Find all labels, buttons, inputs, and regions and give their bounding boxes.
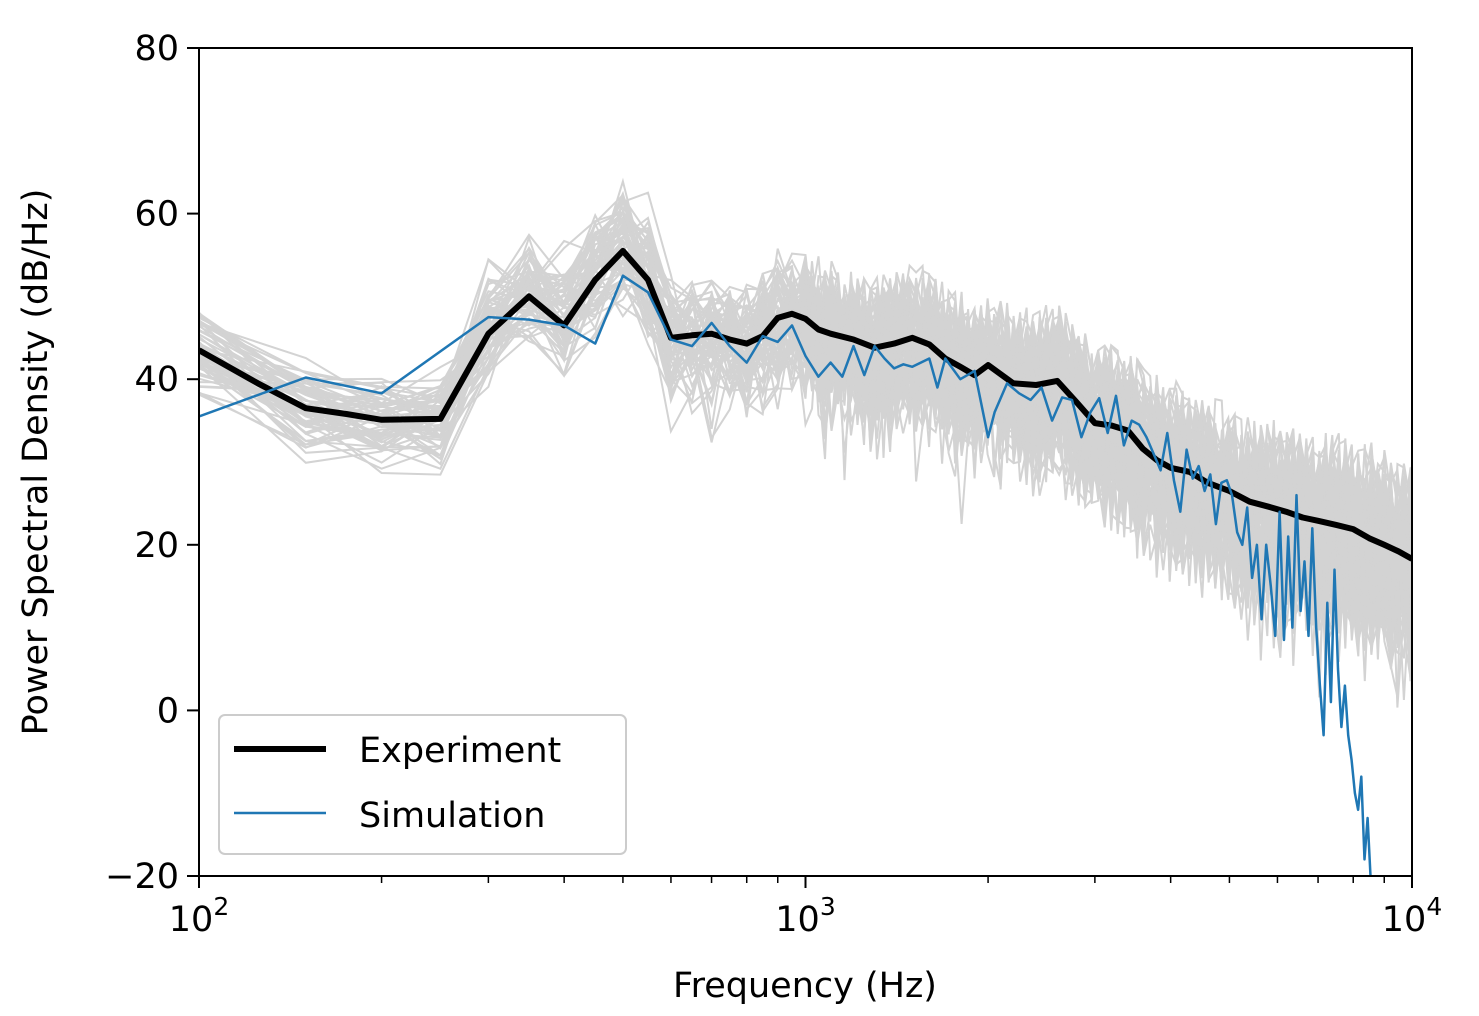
y-tick-label: 0 (157, 691, 179, 731)
x-axis-label: Frequency (Hz) (673, 966, 937, 1006)
legend-label-experiment: Experiment (359, 731, 561, 771)
x-tick-label: 103 (775, 892, 835, 940)
x-axis: 102 103 104 (169, 876, 1442, 940)
series-lines (199, 247, 1412, 876)
y-axis-label: Power Spectral Density (dB/Hz) (16, 189, 56, 736)
series-line-experiment (199, 247, 1412, 562)
legend: Experiment Simulation (218, 714, 627, 855)
y-tick-label: 60 (134, 195, 179, 235)
y-axis: −20 0 20 40 60 80 (105, 29, 199, 897)
y-tick-label: 40 (134, 360, 179, 400)
y-tick-label: 80 (134, 29, 179, 69)
x-tick-label: 102 (169, 892, 229, 940)
series-line-simulation (199, 274, 1372, 876)
y-tick-label: 20 (134, 526, 179, 566)
ensemble-traces (199, 177, 1412, 708)
legend-label-simulation: Simulation (359, 796, 545, 836)
x-tick-label: 104 (1382, 892, 1442, 940)
y-tick-label: −20 (105, 857, 179, 897)
